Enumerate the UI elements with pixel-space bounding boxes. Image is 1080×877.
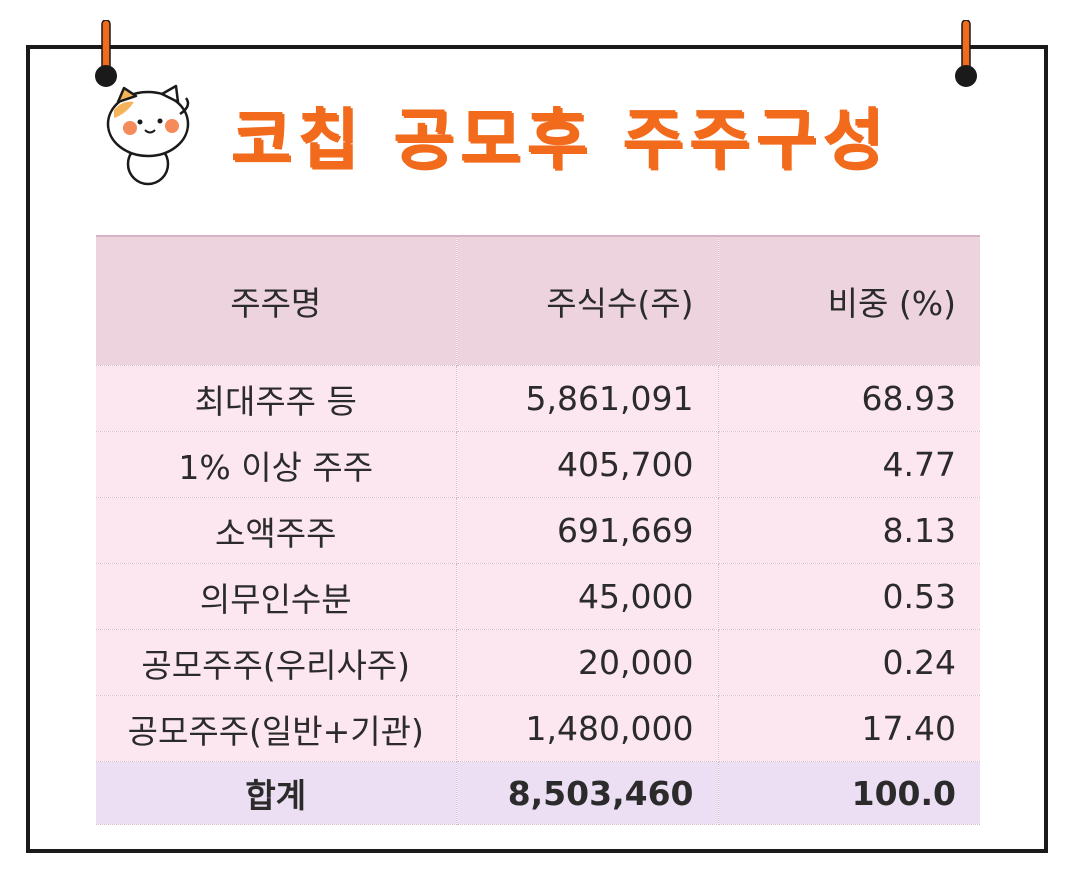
shareholder-name: 1% 이상 주주 [96, 431, 457, 498]
share-count: 1,480,000 [456, 695, 719, 762]
share-count: 20,000 [456, 629, 719, 696]
table-row: 1% 이상 주주 405,700 4.77 [96, 431, 980, 498]
table-row: 최대주주 등 5,861,091 68.93 [96, 365, 980, 432]
cat-mascot-icon [106, 84, 190, 186]
share-ratio: 0.24 [718, 629, 980, 696]
share-ratio: 0.53 [718, 563, 980, 630]
shareholder-name: 의무인수분 [96, 563, 457, 630]
total-shares: 8,503,460 [456, 761, 719, 825]
header-shares: 주식수(주) [456, 235, 719, 366]
shareholder-name: 공모주주(우리사주) [96, 629, 457, 696]
total-label: 합계 [96, 761, 457, 825]
pushpin-icon [95, 20, 117, 87]
total-ratio: 100.0 [718, 761, 980, 825]
share-ratio: 4.77 [718, 431, 980, 498]
share-count: 5,861,091 [456, 365, 719, 432]
share-count: 405,700 [456, 431, 719, 498]
share-count: 45,000 [456, 563, 719, 630]
table-row: 의무인수분 45,000 0.53 [96, 563, 980, 630]
share-ratio: 17.40 [718, 695, 980, 762]
page-title: 코칩 공모후 주주구성 [230, 101, 890, 178]
table-total-row: 합계 8,503,460 100.0 [96, 761, 980, 825]
shareholder-name: 소액주주 [96, 497, 457, 564]
header-ratio: 비중 (%) [718, 235, 980, 366]
shareholder-name: 최대주주 등 [96, 365, 457, 432]
pushpin-icon [955, 20, 977, 87]
table-row: 공모주주(우리사주) 20,000 0.24 [96, 629, 980, 696]
table-row: 공모주주(일반+기관) 1,480,000 17.40 [96, 695, 980, 762]
share-ratio: 8.13 [718, 497, 980, 564]
table-header-row: 주주명 주식수(주) 비중 (%) [96, 235, 980, 366]
shareholder-table: 주주명 주식수(주) 비중 (%) 최대주주 등 5,861,091 68.93… [96, 235, 980, 825]
share-ratio: 68.93 [718, 365, 980, 432]
header-shareholder: 주주명 [96, 235, 457, 366]
share-count: 691,669 [456, 497, 719, 564]
shareholder-name: 공모주주(일반+기관) [96, 695, 457, 762]
table-row: 소액주주 691,669 8.13 [96, 497, 980, 564]
